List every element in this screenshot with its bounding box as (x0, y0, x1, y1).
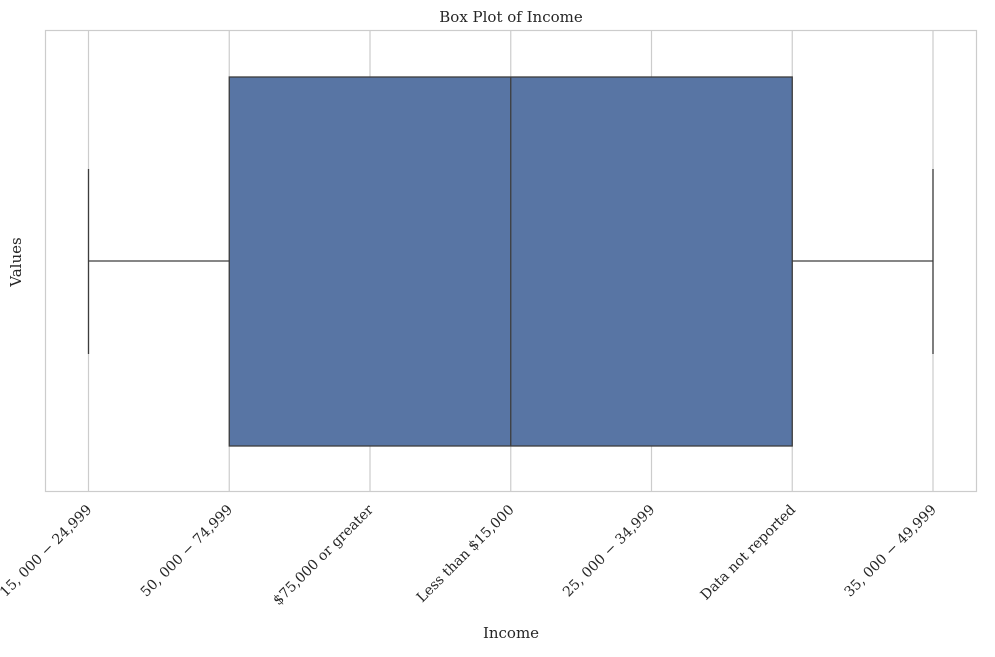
x-axis-label: Income (483, 624, 539, 642)
y-axis-label: Values (7, 237, 25, 287)
x-tick-label: 35, 000 − 49,999 (841, 502, 939, 600)
x-tick-label: Less than $15,000 (414, 502, 518, 606)
x-tick-label: 50, 000 − 74,999 (138, 502, 236, 600)
plot-frame (44, 29, 978, 493)
x-tick-label: $75,000 or greater (270, 502, 377, 609)
chart-title: Box Plot of Income (439, 8, 583, 26)
x-tick-labels: 15, 000 − 24,999 50, 000 − 74,999 $75,000 … (0, 502, 940, 609)
x-tick-label: 25, 000 − 34,999 (560, 502, 658, 600)
x-tick-label: Data not reported (698, 502, 799, 603)
box-layer (87, 76, 934, 447)
x-tick-label: 15, 000 − 24,999 (0, 502, 95, 600)
